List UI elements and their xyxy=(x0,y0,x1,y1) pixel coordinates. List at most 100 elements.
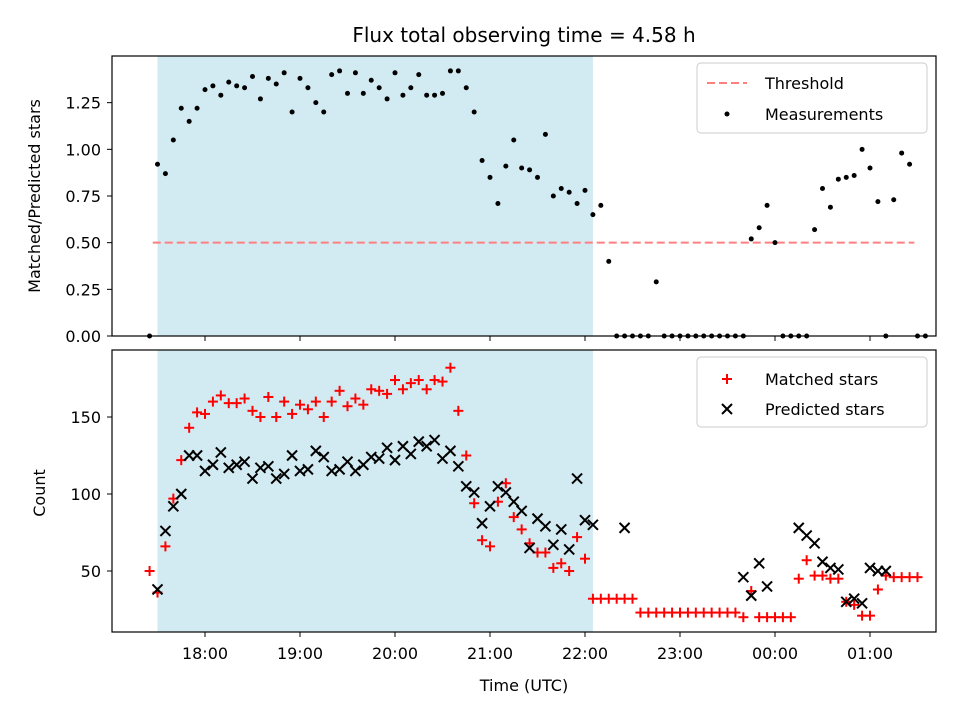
measurement-point-54 xyxy=(574,200,580,206)
predicted-star-point-1 xyxy=(159,525,172,537)
measurement-point-49 xyxy=(535,174,540,180)
top-y-ticks: 0.00 0.25 0.50 0.75 1.00 1.25 xyxy=(65,94,112,346)
matched-star-point-23 xyxy=(326,396,337,407)
top-y-axis-label: Matched/Predicted stars xyxy=(25,99,44,293)
bottom-x-tick-label-1: 19:00 xyxy=(277,644,323,663)
measurement-point-21 xyxy=(313,100,319,106)
measurement-point-29 xyxy=(376,85,382,91)
measurement-point-22 xyxy=(321,109,327,115)
predicted-star-point-5 xyxy=(191,449,203,462)
measurement-point-47 xyxy=(519,165,525,171)
predicted-star-point-25 xyxy=(349,465,362,477)
matched-star-point-11 xyxy=(231,398,242,409)
predicted-star-point-47 xyxy=(523,542,536,554)
predicted-star-point-64 xyxy=(816,556,829,568)
measurement-point-17 xyxy=(281,70,287,76)
measurement-point-79 xyxy=(772,240,778,246)
predicted-star-point-32 xyxy=(405,448,417,460)
matched-legend-label: Matched stars xyxy=(765,370,878,389)
bottom-y-tick-label-0: 50 xyxy=(81,562,101,581)
measurement-point-6 xyxy=(194,105,200,111)
matched-star-point-43 xyxy=(485,541,495,552)
bottom-x-tick-label-7: 01:00 xyxy=(847,644,893,663)
predicted-star-point-37 xyxy=(444,445,457,457)
predicted-star-point-58 xyxy=(745,589,757,602)
predicted-legend-swatch xyxy=(721,403,733,415)
measurement-point-57 xyxy=(598,202,604,208)
matched-star-point-61 xyxy=(627,593,638,604)
predicted-star-point-53 xyxy=(571,472,583,485)
matched-star-point-51 xyxy=(548,562,559,573)
bottom-shaded-interval xyxy=(157,350,593,632)
measurement-point-39 xyxy=(455,68,461,74)
bottom-x-tick-label-0: 18:00 xyxy=(182,644,228,663)
predicted-star-point-30 xyxy=(389,454,401,466)
bottom-panel: 50 100 150 18:00 19:00 20:00 21:00 22:00 23:00 0… xyxy=(30,349,937,695)
measurement-point-45 xyxy=(503,163,509,169)
measurement-point-94 xyxy=(891,197,897,203)
matched-star-point-19 xyxy=(295,399,305,410)
bottom-y-axis-label: Count xyxy=(30,469,49,517)
measurement-point-90 xyxy=(859,146,865,152)
measurement-point-84 xyxy=(812,227,818,233)
matched-star-point-21 xyxy=(310,396,321,407)
predicted-star-point-60 xyxy=(761,580,773,593)
measurement-point-13 xyxy=(250,74,255,80)
predicted-star-point-35 xyxy=(428,434,441,446)
predicted-star-point-72 xyxy=(880,565,892,577)
predicted-star-point-63 xyxy=(808,537,821,549)
measurement-point-89 xyxy=(851,172,857,178)
matched-star-point-24 xyxy=(334,385,345,396)
matched-star-point-8 xyxy=(207,396,218,407)
predicted-star-point-16 xyxy=(278,468,290,480)
matched-star-point-53 xyxy=(564,566,575,576)
predicted-star-point-50 xyxy=(547,539,560,551)
bottom-x-tick-label-6: 00:00 xyxy=(752,644,798,663)
top-shaded-interval xyxy=(157,56,593,336)
measurement-point-23 xyxy=(329,72,335,78)
measurement-point-2 xyxy=(162,171,168,177)
top-legend-box xyxy=(696,62,928,134)
matched-star-point-92 xyxy=(872,584,883,595)
predicted-star-point-20 xyxy=(310,445,322,457)
matched-star-point-87 xyxy=(833,573,844,584)
matched-star-point-26 xyxy=(350,393,361,404)
bottom-legend-box xyxy=(696,356,928,428)
matched-star-point-22 xyxy=(318,412,329,422)
predicted-star-point-38 xyxy=(452,460,465,472)
predicted-star-point-42 xyxy=(484,500,496,513)
measurement-point-26 xyxy=(352,70,358,76)
matched-star-point-13 xyxy=(247,405,258,416)
matched-star-point-2 xyxy=(160,541,171,552)
top-legend: Threshold Measurements xyxy=(696,62,928,134)
predicted-star-point-40 xyxy=(468,486,480,499)
predicted-star-point-41 xyxy=(476,517,488,529)
predicted-star-point-69 xyxy=(856,597,868,610)
measurement-point-88 xyxy=(843,174,849,180)
matched-star-point-31 xyxy=(390,375,400,386)
matched-star-point-30 xyxy=(382,388,393,399)
matched-star-point-81 xyxy=(785,612,796,623)
predicted-star-point-39 xyxy=(460,480,472,493)
predicted-star-point-3 xyxy=(175,488,187,500)
top-chart-title: Flux total observing time = 4.58 h xyxy=(352,23,695,47)
predicted-star-point-49 xyxy=(539,520,552,533)
matched-star-point-17 xyxy=(279,396,290,407)
predicted-star-point-9 xyxy=(223,462,235,474)
measurement-point-77 xyxy=(756,225,762,231)
predicted-star-point-24 xyxy=(341,455,354,468)
measurement-point-85 xyxy=(820,186,825,192)
matched-star-point-12 xyxy=(239,393,250,404)
predicted-star-point-14 xyxy=(262,460,275,472)
matched-star-point-32 xyxy=(397,384,408,395)
measurement-point-40 xyxy=(463,85,469,91)
matched-star-point-89 xyxy=(849,599,860,610)
measurement-point-10 xyxy=(226,79,232,85)
matched-star-point-7 xyxy=(200,408,210,419)
matched-star-point-91 xyxy=(865,610,875,621)
top-panel: 0.00 0.25 0.50 0.75 1.00 1.25 Flux total obse… xyxy=(25,23,937,346)
top-y-tick-label-0: 0.00 xyxy=(65,327,101,346)
measurement-point-87 xyxy=(835,176,841,182)
measurement-point-9 xyxy=(218,92,224,98)
predicted-star-point-67 xyxy=(840,596,852,608)
